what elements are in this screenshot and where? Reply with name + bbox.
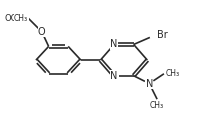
Text: N: N [110,39,118,49]
Text: CH₃: CH₃ [166,69,180,78]
Text: Br: Br [157,30,168,40]
Text: O: O [38,27,46,37]
Text: O: O [38,27,46,37]
Text: N: N [146,79,153,88]
Text: CH₃: CH₃ [150,101,164,110]
Text: N: N [110,71,118,81]
Text: OCH₃: OCH₃ [4,14,26,23]
Text: CH₃: CH₃ [14,14,28,23]
